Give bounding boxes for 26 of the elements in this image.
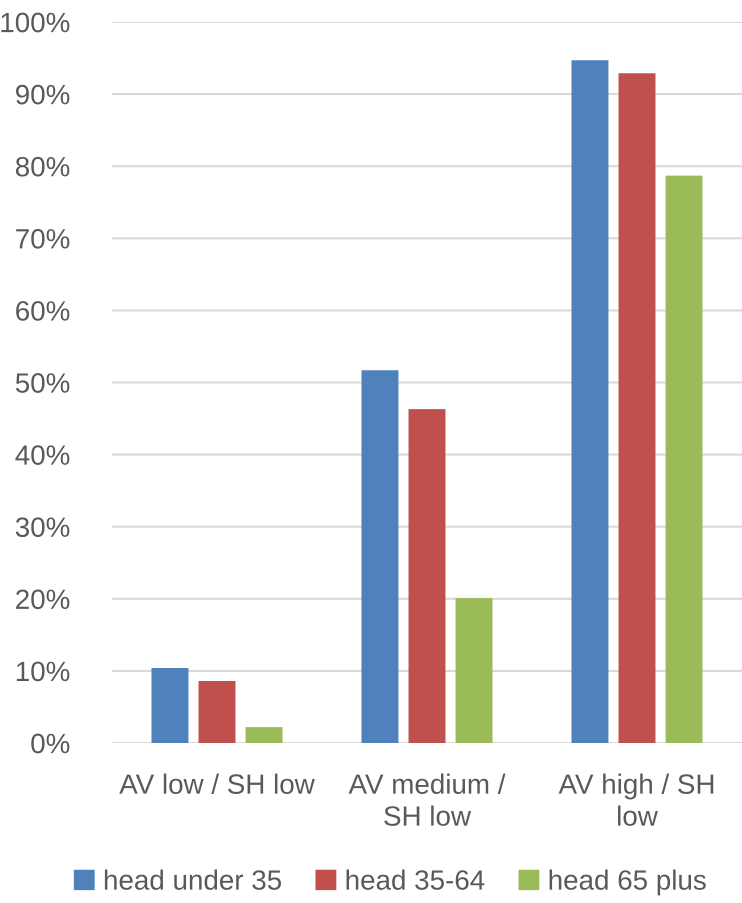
legend-label: head under 35 <box>104 869 281 890</box>
y-tick-label: 70% <box>16 228 70 249</box>
x-tick-label: AV low / SH low <box>119 774 315 794</box>
bar <box>456 598 493 743</box>
y-tick-label: 60% <box>16 301 70 321</box>
x-tick-label: AV medium / SH low <box>348 774 506 826</box>
bar <box>151 668 188 743</box>
y-tick-label: 20% <box>16 589 70 610</box>
y-tick-label: 40% <box>15 445 70 465</box>
bar <box>246 727 283 743</box>
y-tick-label: 10% <box>16 662 70 682</box>
bar <box>408 409 446 743</box>
y-tick-label: 30% <box>16 517 70 538</box>
bar <box>666 176 703 743</box>
y-tick-label: 50% <box>16 373 70 393</box>
y-tick-label: 100% <box>1 12 70 32</box>
bar <box>571 60 608 743</box>
x-tick-label: AV high / SH low <box>558 774 714 826</box>
legend-label: head 35-64 <box>346 869 484 890</box>
legend-label: head 65 plus <box>550 869 706 896</box>
bar <box>198 680 236 743</box>
y-tick-label: 80% <box>16 156 70 177</box>
bar <box>361 370 398 743</box>
bar <box>618 73 656 743</box>
y-tick-label: 0% <box>31 734 70 754</box>
y-tick-label: 90% <box>16 84 70 104</box>
